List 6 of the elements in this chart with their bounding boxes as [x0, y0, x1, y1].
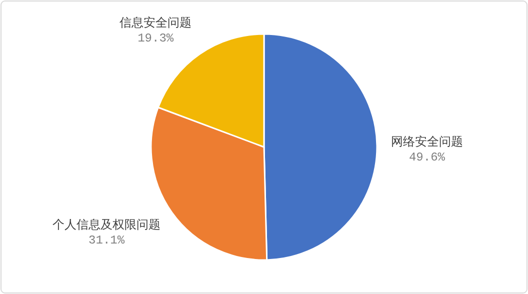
data-label: 31.1% — [88, 234, 126, 248]
slice-label: 个人信息及权限问题 — [52, 218, 161, 232]
data-label: 19.3% — [138, 32, 174, 46]
slice-label: 网络安全问题 — [390, 134, 463, 148]
slice-label: 信息安全问题 — [120, 16, 192, 30]
data-label: 49.6% — [408, 150, 446, 164]
